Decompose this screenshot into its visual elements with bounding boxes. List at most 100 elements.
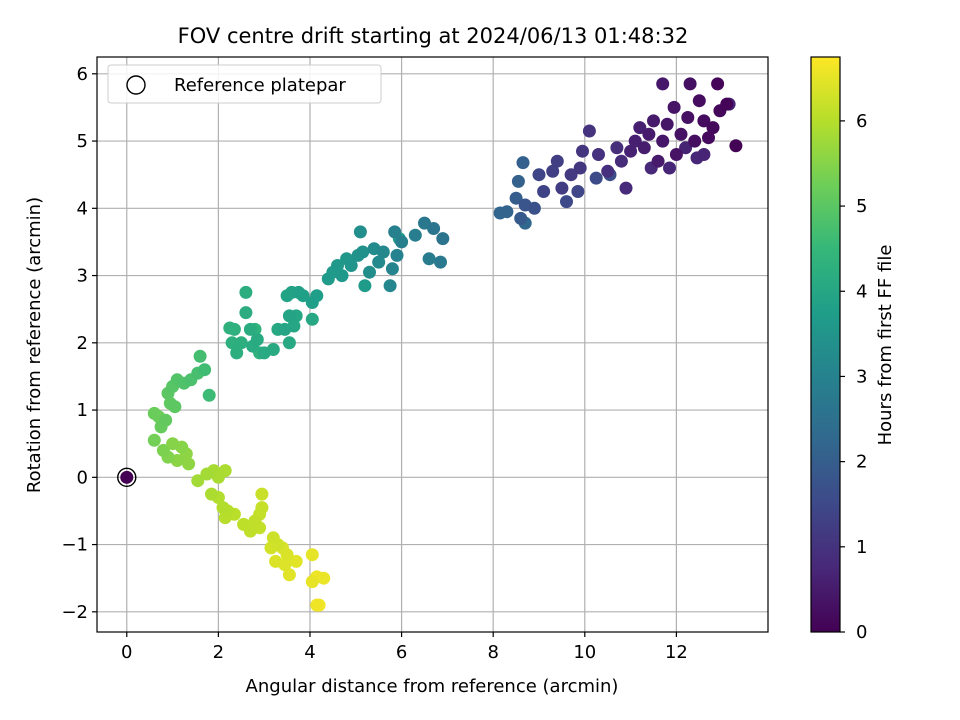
data-point <box>537 185 551 198</box>
data-point <box>317 571 331 585</box>
data-point <box>624 144 638 158</box>
data-point <box>692 94 706 108</box>
data-point <box>601 164 615 178</box>
colorbar: 0 1 2 3 4 5 6 Hours from first FF file <box>810 56 896 643</box>
data-point <box>388 225 402 239</box>
data-point <box>239 285 253 299</box>
data-point <box>546 164 560 178</box>
data-point <box>688 134 702 148</box>
data-point <box>269 554 283 568</box>
data-point <box>614 154 628 168</box>
x-tick-label: 10 <box>573 642 596 663</box>
y-tick-label: 5 <box>77 131 88 152</box>
data-point <box>216 501 230 515</box>
data-point <box>571 185 585 198</box>
data-point <box>619 181 633 195</box>
x-tick-label: 12 <box>665 642 688 663</box>
data-point <box>191 474 205 488</box>
data-point <box>344 259 358 272</box>
data-point <box>383 279 397 293</box>
y-tick-label: −1 <box>61 535 88 556</box>
y-axis-ticks: −2 −1 0 1 2 3 4 5 6 <box>61 64 97 623</box>
data-point <box>660 117 674 131</box>
data-point <box>610 141 624 155</box>
data-point <box>651 154 665 168</box>
data-point <box>266 531 280 545</box>
data-point <box>573 161 587 175</box>
data-point <box>310 598 324 612</box>
data-point <box>305 575 319 589</box>
data-point <box>237 517 251 531</box>
data-point <box>198 363 212 377</box>
data-point <box>436 232 450 246</box>
data-point <box>305 312 319 326</box>
data-point <box>282 336 296 350</box>
data-point <box>427 222 441 235</box>
legend: Reference platepar <box>107 64 382 104</box>
data-point <box>637 141 651 155</box>
data-point <box>681 111 695 124</box>
data-point <box>550 154 564 168</box>
colorbar-tick-label: 1 <box>856 537 867 558</box>
data-point <box>156 443 170 457</box>
data-point <box>511 174 525 188</box>
plot-frame <box>96 56 769 633</box>
data-point <box>656 77 670 91</box>
data-point <box>576 144 589 158</box>
x-axis-ticks: 0 2 4 6 8 10 12 <box>121 632 688 663</box>
data-point <box>296 289 310 303</box>
data-point <box>560 195 573 209</box>
data-point <box>527 201 541 215</box>
data-point <box>358 279 372 293</box>
data-point <box>711 77 725 91</box>
legend-box <box>107 64 382 104</box>
data-point <box>647 114 660 128</box>
data-point <box>395 235 409 249</box>
data-point <box>564 168 578 182</box>
data-point <box>331 259 344 272</box>
data-point <box>239 306 253 320</box>
data-point <box>147 433 161 447</box>
data-point <box>516 156 530 170</box>
reference-point <box>120 470 134 484</box>
data-point <box>674 127 688 141</box>
data-point <box>335 269 349 283</box>
colorbar-tick-label: 2 <box>856 452 867 473</box>
colorbar-label: Hours from first FF file <box>875 245 896 446</box>
x-tick-label: 4 <box>304 642 315 663</box>
data-point <box>582 124 596 138</box>
scatter-points <box>147 77 743 612</box>
data-point <box>278 322 292 336</box>
data-point <box>305 548 319 562</box>
x-axis-label: Angular distance from reference (arcmin) <box>246 676 619 697</box>
data-point <box>255 487 269 501</box>
colorbar-gradient <box>810 56 841 633</box>
data-point <box>697 148 711 161</box>
data-point <box>166 437 180 451</box>
data-point <box>667 100 681 114</box>
reference-open-circle <box>117 467 137 488</box>
data-point <box>289 554 303 568</box>
data-point <box>227 322 241 336</box>
data-point <box>248 514 262 528</box>
y-tick-label: −2 <box>61 602 88 623</box>
data-point <box>514 211 528 225</box>
data-point <box>555 181 569 195</box>
data-point <box>663 161 676 175</box>
data-point <box>266 343 280 356</box>
data-point <box>230 346 244 360</box>
data-point <box>500 205 514 219</box>
data-point <box>706 121 720 135</box>
data-point <box>168 400 182 414</box>
data-point <box>434 255 447 269</box>
y-tick-label: 1 <box>77 400 88 421</box>
data-point <box>202 388 216 402</box>
data-point <box>200 467 214 481</box>
data-point <box>282 309 296 323</box>
colorbar-tick-label: 4 <box>856 281 867 302</box>
x-tick-label: 8 <box>487 642 498 663</box>
plot-background <box>97 57 768 632</box>
data-point <box>282 568 296 582</box>
data-point <box>385 262 399 276</box>
